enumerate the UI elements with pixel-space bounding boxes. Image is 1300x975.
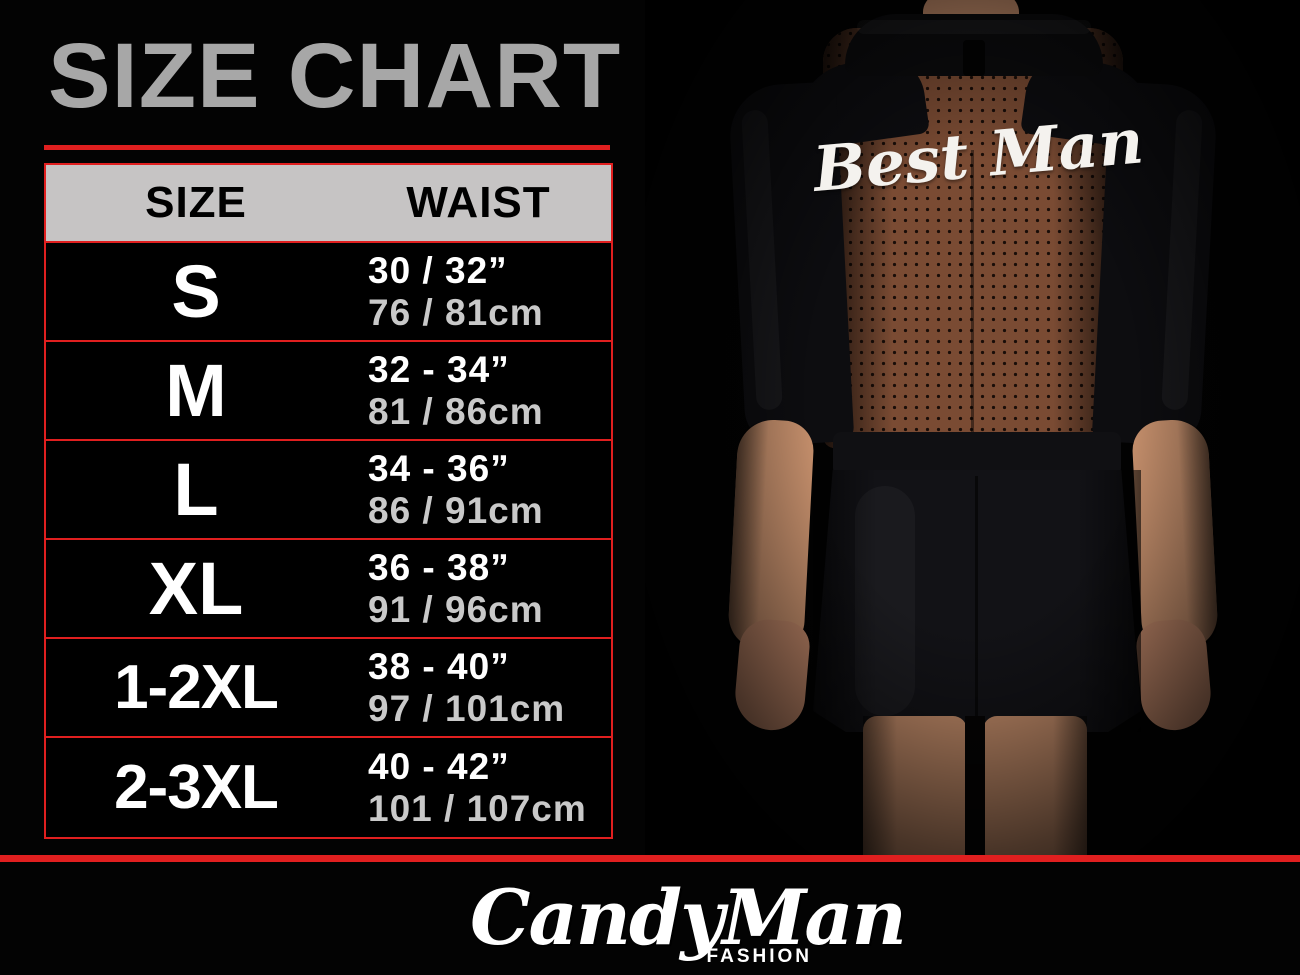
table-row: S 30 / 32” 76 / 81cm [46,243,611,342]
collar-notch [963,40,985,76]
size-label: S [171,249,221,333]
skirt-shadow-right [1077,470,1141,732]
title-divider-rule [44,145,610,150]
size-label: 2-3XL [114,752,279,822]
waist-centimeters: 76 / 81cm [368,291,544,333]
cell-size: XL [46,540,346,637]
header-cell-waist: WAIST [346,165,611,241]
skirt-shadow-left [813,470,877,732]
cell-waist: 38 - 40” 97 / 101cm [346,639,611,736]
leg-right-shadow [1053,716,1087,858]
header-label-waist: WAIST [406,178,551,227]
cell-waist: 32 - 34” 81 / 86cm [346,342,611,439]
cell-waist: 30 / 32” 76 / 81cm [346,243,611,340]
waist-inches: 32 - 34” [368,348,510,390]
skirt-center-seam [975,476,978,726]
hand-right [1134,617,1214,733]
leg-gap-shadow [965,716,985,858]
table-header-row: SIZE WAIST [46,165,611,243]
size-chart-panel: SIZE CHART SIZE WAIST S 30 / 32” 76 / 81… [44,25,622,839]
waist-centimeters: 101 / 107cm [368,787,587,829]
header-label-size: SIZE [145,178,247,227]
table-row: 1-2XL 38 - 40” 97 / 101cm [46,639,611,738]
brand-logo: CandyMan FASHION [0,868,1300,975]
size-label: XL [148,546,244,630]
brand-logo-inner: CandyMan FASHION [470,872,907,972]
cell-size: S [46,243,346,340]
cell-size: 2-3XL [46,738,346,837]
cell-waist: 34 - 36” 86 / 91cm [346,441,611,538]
waist-inches: 34 - 36” [368,447,510,489]
cell-size: L [46,441,346,538]
hand-left [732,617,812,733]
table-row: XL 36 - 38” 91 / 96cm [46,540,611,639]
size-label: 1-2XL [114,652,279,722]
cell-waist: 40 - 42” 101 / 107cm [346,738,611,837]
footer-divider-rule [0,855,1300,862]
table-row: M 32 - 34” 81 / 86cm [46,342,611,441]
waist-centimeters: 97 / 101cm [368,687,566,729]
waist-centimeters: 81 / 86cm [368,390,544,432]
size-label: L [173,447,219,531]
waist-inches: 38 - 40” [368,645,510,687]
leg-left-shadow [863,716,897,858]
waist-centimeters: 91 / 96cm [368,588,544,630]
waist-inches: 36 - 38” [368,546,510,588]
page-title: SIZE CHART [48,25,622,127]
waist-inches: 30 / 32” [368,249,508,291]
brand-tagline: FASHION [706,945,812,967]
product-photo: Best Man [645,0,1300,858]
collar-highlight [857,20,1091,34]
table-row: L 34 - 36” 86 / 91cm [46,441,611,540]
cell-size: M [46,342,346,439]
header-cell-size: SIZE [46,165,346,241]
waist-centimeters: 86 / 91cm [368,489,544,531]
cell-waist: 36 - 38” 91 / 96cm [346,540,611,637]
table-row: 2-3XL 40 - 42” 101 / 107cm [46,738,611,837]
size-label: M [165,348,227,432]
cell-size: 1-2XL [46,639,346,736]
size-table: SIZE WAIST S 30 / 32” 76 / 81cm M [44,163,613,839]
waist-inches: 40 - 42” [368,745,510,787]
brand-name: CandyMan [470,872,907,962]
